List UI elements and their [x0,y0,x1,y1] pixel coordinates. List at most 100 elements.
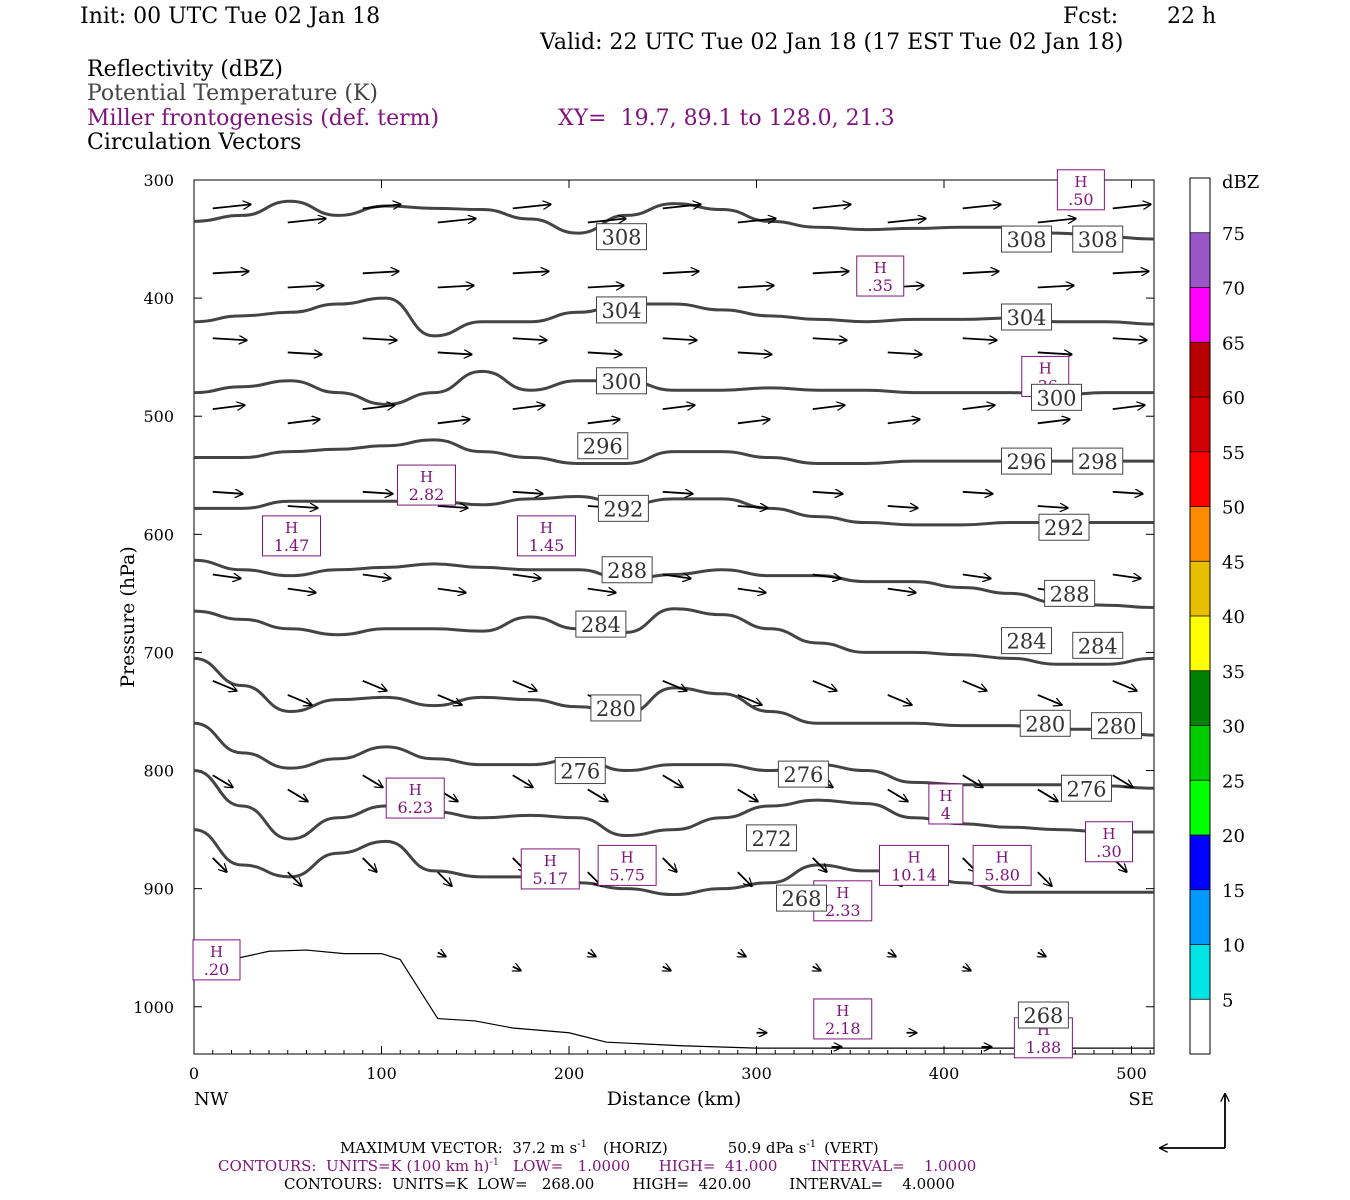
circulation-vector [662,271,699,273]
max-vector-note: MAXIMUM VECTOR: 37.2 m s-1 (HORIZ) 50.9 dP… [340,1139,879,1157]
contours-fronto-b: LOW= 1.0000 HIGH= 41.000 INTERVAL= 1.000… [513,1157,977,1175]
circulation-vector [587,219,626,223]
colorbar-label: 70 [1222,279,1245,300]
x-left-label: NW [194,1089,229,1110]
frontogenesis-max: H.35 [856,255,905,297]
colorbar-label: 5 [1222,990,1233,1011]
circulation-vector [812,857,827,872]
theta-label: 284 [581,613,621,637]
circulation-vector [962,774,983,787]
frontogenesis-max: H.20 [192,939,241,981]
theta-label-box [1091,712,1142,740]
valid-time: Valid: 22 UTC Tue 02 Jan 18 (17 EST Tue … [540,30,1124,55]
circulation-vector [587,788,608,801]
theta-label-box [777,760,829,788]
colorbar-label: 60 [1222,388,1245,409]
theta-label-box [596,296,647,324]
circulation-vector [287,419,320,423]
circulation-vector [1037,788,1058,801]
circulation-vector [737,352,772,354]
theta-label: 308 [1078,228,1118,252]
theta-label-box [590,694,642,722]
legend-theta: Potential Temperature (K) [87,81,378,106]
theta-label-box [1072,631,1124,659]
circulation-vector [813,967,821,971]
circulation-vector [287,219,326,223]
circulation-vector [738,952,746,956]
circulation-vector [1112,204,1151,208]
circulation-vector [212,338,247,340]
circulation-vector [962,679,987,691]
theta-label-box [1072,447,1124,475]
circulation-vector [962,271,999,273]
circulation-vector [887,506,918,508]
theta-label-box [1044,579,1096,607]
colorbar-label: 30 [1222,717,1245,738]
x-tick-label: 100 [366,1064,397,1083]
circulation-vector [437,589,466,593]
colorbar-segment [1190,889,1210,945]
frontogenesis-value: 5.17 [532,869,568,888]
circulation-vector [812,492,843,494]
circulation-vector [962,338,997,340]
theta-contour-276 [193,721,1155,790]
frontogenesis-box [856,255,905,297]
circulation-vector [812,271,849,273]
theta-label-box [1001,225,1052,253]
colorbar-label: 15 [1222,881,1245,902]
theta-contour-284 [193,607,1155,666]
sup-1: -1 [577,1139,587,1150]
circulation-vector [512,204,551,208]
max-vector-text: MAXIMUM VECTOR: 37.2 m s [340,1139,578,1157]
circulation-vector [662,574,691,578]
theta-label: 308 [1006,228,1046,252]
circulation-vector [512,679,537,691]
y-tick-label: 500 [143,407,174,426]
frontogenesis-value: .20 [204,960,229,979]
circulation-vector [287,285,324,287]
theta-label-box [1061,774,1112,802]
circulation-vector [888,952,896,956]
frontogenesis-max: H2.18 [813,998,873,1040]
frontogenesis-value: 1.47 [274,536,310,555]
frontogenesis-value: .30 [1096,842,1121,861]
frontogenesis-high-marker: H [1074,173,1087,191]
circulation-vector [737,788,758,801]
frontogenesis-max: H5.17 [520,848,580,890]
theta-label-box [1031,383,1082,411]
frontogenesis-value: 1.88 [1026,1038,1062,1057]
sup-3: -1 [489,1157,500,1168]
contours-theta-note: CONTOURS: UNITS=K LOW= 268.00 HIGH= 420.… [284,1175,955,1193]
colorbar-segment [1190,451,1210,507]
frontogenesis-box [928,783,964,825]
circulation-vector [437,419,470,423]
colorbar-label: 25 [1222,771,1245,792]
circulation-vector [287,788,308,801]
circulation-vector [437,506,468,508]
theta-contour-280 [193,656,1155,737]
circulation-vector [1037,694,1062,705]
circulation-vector [212,774,233,787]
colorbar-label: 10 [1222,936,1245,957]
circulation-vector [212,405,245,409]
circulation-vector [437,352,472,354]
circulation-vector [1037,219,1076,223]
circulation-vector [812,405,845,409]
theta-label: 288 [607,559,647,583]
circulation-vector [1112,574,1141,578]
frontogenesis-max: H10.14 [879,844,949,886]
sup-2: -1 [806,1139,817,1150]
circulation-vector [812,679,837,691]
x-tick-label: 200 [554,1064,585,1083]
circulation-vector [513,967,521,971]
plot-frame [193,179,1155,1055]
frontogenesis-high-marker: H [996,848,1009,866]
circulation-vector [587,419,620,423]
frontogenesis-value: 2.82 [409,485,445,504]
circulation-vector [662,405,695,409]
frontogenesis-box [597,844,657,886]
y-tick-label: 600 [143,525,174,544]
theta-contour-300 [193,369,1154,406]
frontogenesis-max: H.30 [1085,821,1133,863]
